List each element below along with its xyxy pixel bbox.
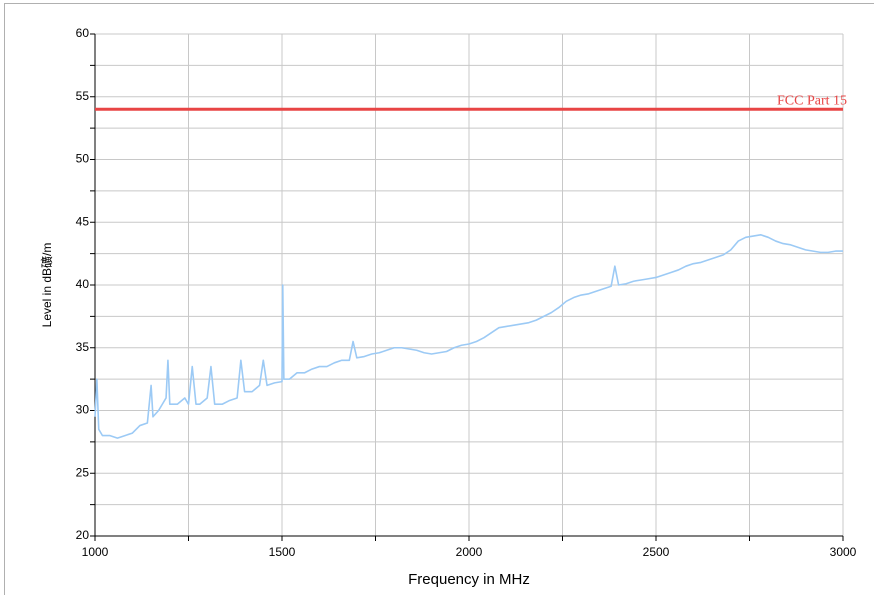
limit-label: FCC Part 15 [777,94,847,109]
y-tick-label: 45 [76,214,90,228]
x-axis-label: Frequency in MHz [408,571,530,588]
y-tick-label: 50 [76,152,90,166]
y-tick-label: 20 [76,528,90,542]
x-tick-label: 3000 [830,545,857,559]
y-tick-label: 30 [76,403,90,417]
y-tick-label: 55 [76,89,90,103]
y-tick-label: 60 [76,26,90,40]
frame [4,3,874,595]
y-axis-label: Level in dB礦/m [39,243,54,328]
trace [94,234,843,439]
x-tick-label: 1000 [82,545,109,559]
y-tick-label: 35 [76,340,90,354]
y-tick-label: 40 [76,277,90,291]
x-tick-label: 2500 [643,545,670,559]
x-tick-label: 1500 [269,545,296,559]
x-tick-label: 2000 [456,545,483,559]
y-tick-label: 25 [76,465,90,479]
